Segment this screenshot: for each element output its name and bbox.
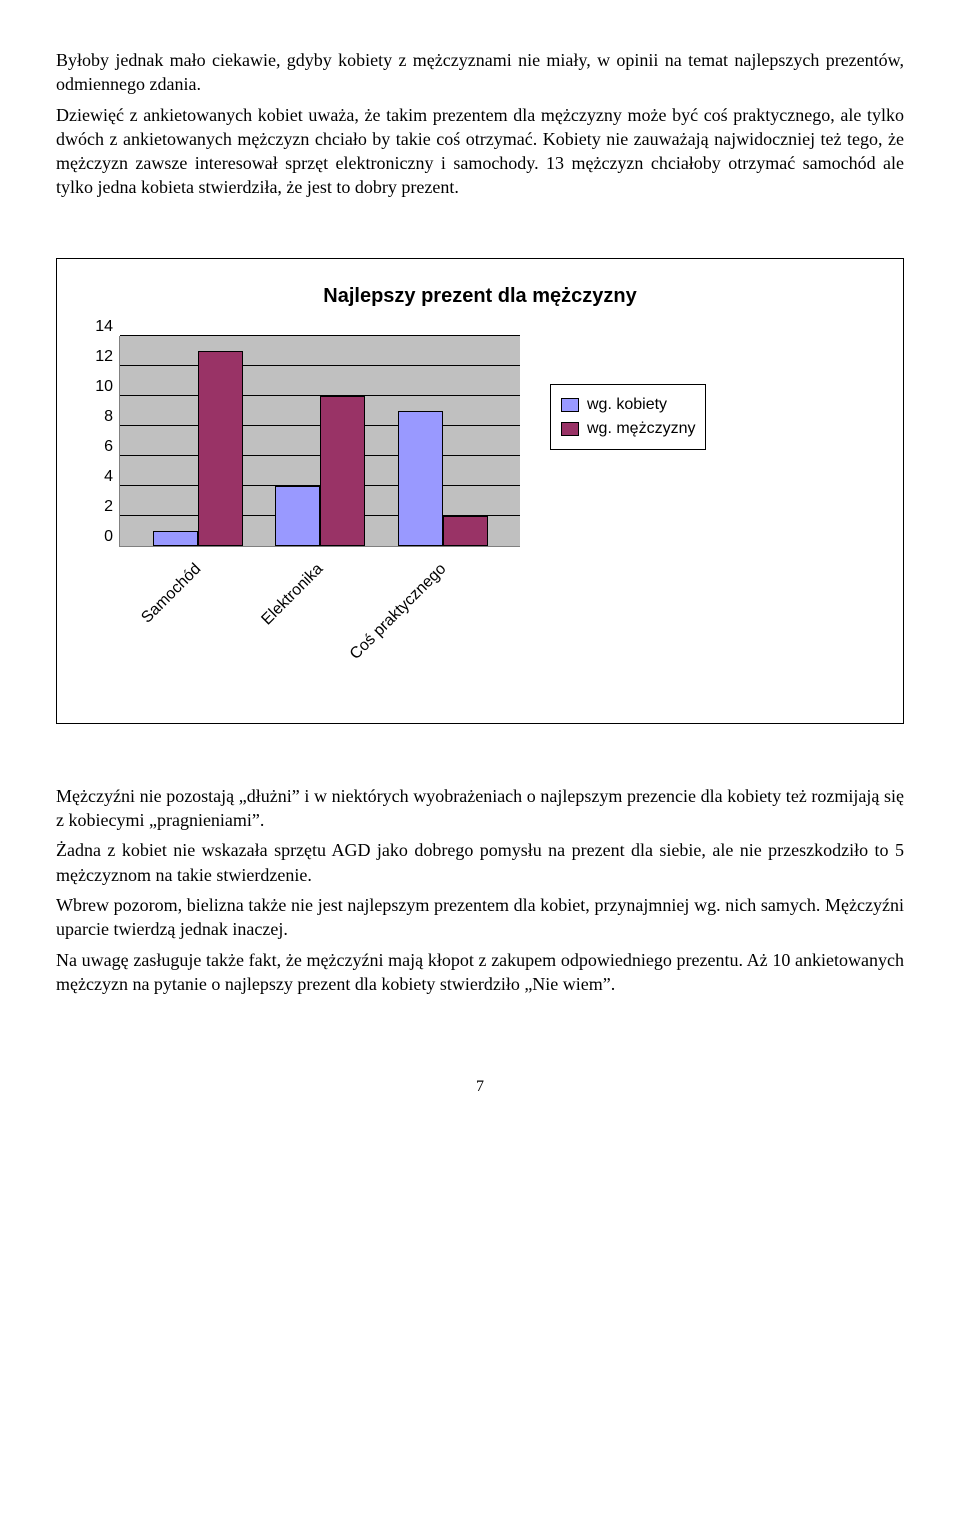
- chart-body: 14121086420 Samochód ElektronikaCoś prakt…: [85, 336, 875, 687]
- x-label: Elektronika: [257, 559, 328, 630]
- x-label: Coś praktycznego: [345, 559, 451, 665]
- bar: [398, 411, 443, 546]
- page-number: 7: [56, 1076, 904, 1098]
- bar: [198, 351, 243, 546]
- legend-label: wg. mężczyzny: [587, 418, 695, 440]
- y-axis: 14121086420: [85, 336, 113, 546]
- legend-row: wg. kobiety: [561, 394, 695, 416]
- bar-group: [398, 411, 488, 546]
- paragraph-5: Wbrew pozorom, bielizna także nie jest n…: [56, 893, 904, 942]
- bar-group: [153, 351, 243, 546]
- x-axis: Samochód ElektronikaCoś praktycznego: [119, 547, 519, 687]
- bar-group: [275, 396, 365, 546]
- bar: [320, 396, 365, 546]
- paragraph-2: Dziewięć z ankietowanych kobiet uważa, ż…: [56, 103, 904, 200]
- grid-line: [120, 335, 520, 336]
- chart-title: Najlepszy prezent dla mężczyzny: [85, 283, 875, 310]
- bar: [153, 531, 198, 546]
- legend-label: wg. kobiety: [587, 394, 667, 416]
- paragraph-3: Mężczyźni nie pozostają „dłużni” i w nie…: [56, 784, 904, 833]
- bar: [275, 486, 320, 546]
- plot-wrap: Samochód ElektronikaCoś praktycznego: [119, 336, 520, 687]
- legend-swatch: [561, 422, 579, 436]
- legend-row: wg. mężczyzny: [561, 418, 695, 440]
- plot-area: [119, 336, 520, 547]
- paragraph-1: Byłoby jednak mało ciekawie, gdyby kobie…: [56, 48, 904, 97]
- paragraph-4: Żadna z kobiet nie wskazała sprzętu AGD …: [56, 838, 904, 887]
- chart-container: Najlepszy prezent dla mężczyzny 14121086…: [56, 258, 904, 724]
- legend: wg. kobietywg. mężczyzny: [550, 384, 706, 450]
- bar: [443, 516, 488, 546]
- legend-swatch: [561, 398, 579, 412]
- paragraph-6: Na uwagę zasługuje także fakt, że mężczy…: [56, 948, 904, 997]
- x-label: Samochód: [136, 559, 205, 628]
